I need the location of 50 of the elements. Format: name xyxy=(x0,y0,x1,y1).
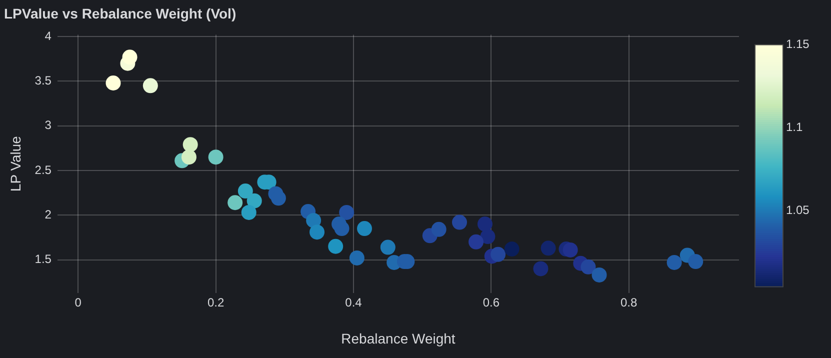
point xyxy=(490,246,506,262)
point xyxy=(246,193,262,208)
point xyxy=(334,221,350,236)
point xyxy=(452,214,468,230)
color-bar-label: 1.1 xyxy=(786,120,804,134)
y-tick-label: 4 xyxy=(44,28,52,43)
point xyxy=(380,240,396,255)
y-axis-title: LP Value xyxy=(7,136,24,192)
y-tick-label: 3.5 xyxy=(34,74,52,88)
y-tick-label: 1.5 xyxy=(34,252,52,266)
point xyxy=(349,250,364,266)
point xyxy=(122,50,138,65)
point xyxy=(533,261,548,276)
point xyxy=(666,254,682,270)
point xyxy=(431,222,446,237)
x-axis-title: Rebalance Weight xyxy=(341,330,456,346)
point xyxy=(339,204,354,220)
point xyxy=(306,212,322,228)
x-tick-label: 0.8 xyxy=(620,295,638,310)
point xyxy=(310,224,325,240)
chart-title: LPValue vs Rebalance Weight (Vol) xyxy=(4,5,236,22)
point xyxy=(182,137,198,152)
x-tick-label: 0.2 xyxy=(207,295,224,310)
point xyxy=(142,78,158,94)
point xyxy=(228,195,243,210)
point xyxy=(688,254,704,270)
color-bar-label: 1.05 xyxy=(786,202,810,217)
point xyxy=(540,240,556,256)
point xyxy=(208,150,224,165)
point xyxy=(106,76,121,91)
color-bar-label: 1.15 xyxy=(786,37,810,52)
point xyxy=(580,259,596,274)
point xyxy=(480,229,496,244)
point xyxy=(238,184,253,199)
x-tick-label: 0.4 xyxy=(345,295,362,310)
point xyxy=(357,221,372,236)
x-tick-label: 0 xyxy=(74,295,82,310)
point xyxy=(270,190,286,206)
y-tick-label: 2.5 xyxy=(34,162,52,177)
point xyxy=(241,204,256,220)
point xyxy=(468,234,484,250)
y-tick-label: 2 xyxy=(44,207,52,222)
x-tick-label: 0.6 xyxy=(482,295,500,310)
point xyxy=(592,267,607,282)
point xyxy=(504,242,520,257)
y-tick-label: 3 xyxy=(44,118,52,132)
point xyxy=(181,150,196,165)
point xyxy=(477,216,492,232)
point xyxy=(562,242,578,258)
point xyxy=(328,238,344,254)
